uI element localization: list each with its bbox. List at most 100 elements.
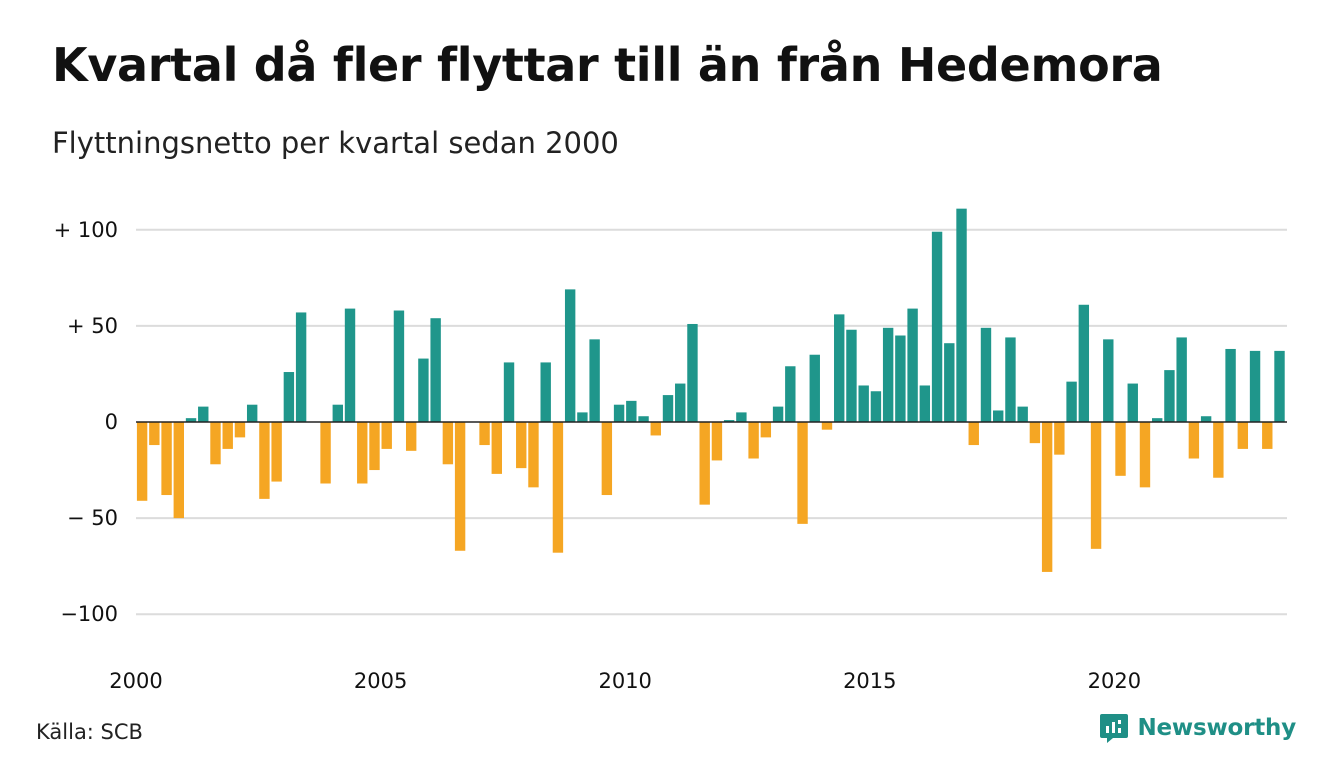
x-axis-ticks: 2000 2005 2010 2015 2020 bbox=[109, 669, 1141, 693]
bar bbox=[968, 422, 979, 446]
x-tick-label: 2005 bbox=[354, 669, 407, 693]
chart-title: Kvartal då fler flyttar till än från Hed… bbox=[52, 38, 1163, 92]
bar bbox=[895, 335, 906, 422]
bar bbox=[454, 422, 466, 551]
bar bbox=[1200, 416, 1212, 422]
bar bbox=[1066, 381, 1077, 422]
y-tick-label: −100 bbox=[60, 602, 118, 626]
bar bbox=[1029, 422, 1041, 444]
bar bbox=[834, 314, 845, 422]
bar bbox=[1103, 339, 1114, 422]
bar bbox=[173, 422, 184, 519]
bar bbox=[198, 406, 209, 422]
bar bbox=[626, 400, 637, 422]
bar bbox=[1054, 422, 1065, 455]
bar bbox=[993, 410, 1004, 422]
bar bbox=[846, 329, 857, 422]
bar bbox=[809, 354, 820, 422]
brand-name: Newsworthy bbox=[1137, 715, 1296, 741]
bar bbox=[931, 231, 943, 422]
bar bbox=[528, 422, 539, 488]
bar bbox=[320, 422, 331, 484]
bar bbox=[430, 318, 441, 422]
bar bbox=[564, 289, 576, 422]
bar bbox=[1090, 422, 1102, 549]
bar bbox=[589, 339, 600, 422]
bar bbox=[1127, 383, 1138, 422]
bar bbox=[344, 308, 356, 422]
bar bbox=[491, 422, 502, 474]
bar bbox=[369, 422, 380, 471]
bar bbox=[577, 412, 588, 422]
bar bbox=[1213, 422, 1224, 478]
bar bbox=[210, 422, 221, 465]
bar bbox=[136, 422, 148, 501]
bar bbox=[980, 327, 992, 422]
bar bbox=[797, 422, 808, 524]
bar bbox=[1176, 337, 1187, 422]
y-axis-ticks: + 100 + 50 0 − 50 −100 bbox=[54, 218, 118, 626]
y-tick-label: + 50 bbox=[67, 314, 118, 338]
y-tick-label: + 100 bbox=[54, 218, 118, 242]
bar bbox=[1139, 422, 1151, 488]
bar bbox=[149, 422, 160, 446]
bar bbox=[1164, 370, 1175, 422]
bar bbox=[956, 208, 967, 422]
bar bbox=[259, 422, 270, 499]
bar bbox=[1017, 406, 1028, 422]
newsworthy-logo-icon bbox=[1100, 714, 1129, 743]
bar bbox=[650, 422, 661, 436]
bar bbox=[760, 422, 772, 438]
bar bbox=[1005, 337, 1016, 422]
bar bbox=[234, 422, 246, 438]
bar bbox=[283, 372, 295, 422]
bar bbox=[357, 422, 368, 484]
bar bbox=[516, 422, 527, 469]
bar bbox=[944, 343, 955, 422]
bar bbox=[405, 422, 417, 451]
bar bbox=[1225, 348, 1236, 422]
x-tick-label: 2000 bbox=[109, 669, 162, 693]
bar bbox=[601, 422, 613, 496]
y-tick-label: 0 bbox=[105, 410, 118, 434]
bar bbox=[1041, 422, 1053, 572]
bar bbox=[1152, 418, 1163, 422]
bar bbox=[1249, 350, 1261, 422]
brand-logo: Newsworthy bbox=[1099, 712, 1296, 744]
bar bbox=[687, 323, 698, 422]
bar bbox=[1237, 422, 1249, 449]
bar bbox=[295, 312, 307, 422]
bars bbox=[136, 208, 1285, 572]
bar bbox=[1274, 350, 1285, 422]
bar bbox=[552, 422, 564, 553]
bar bbox=[540, 362, 551, 422]
bar bbox=[271, 422, 282, 482]
bar bbox=[723, 420, 735, 422]
bar bbox=[675, 383, 686, 422]
bar bbox=[638, 416, 649, 422]
bar bbox=[393, 310, 405, 422]
y-tick-label: − 50 bbox=[67, 506, 118, 530]
bar bbox=[442, 422, 454, 465]
bar bbox=[332, 404, 343, 422]
bar bbox=[1078, 304, 1090, 422]
x-tick-label: 2020 bbox=[1088, 669, 1141, 693]
bar bbox=[711, 422, 723, 461]
chart-subtitle: Flyttningsnetto per kvartal sedan 2000 bbox=[52, 126, 619, 160]
bar bbox=[503, 362, 515, 422]
bar bbox=[772, 406, 784, 422]
bar bbox=[870, 391, 882, 422]
bar bbox=[381, 422, 392, 449]
x-tick-label: 2010 bbox=[598, 669, 651, 693]
bar bbox=[821, 422, 833, 430]
source-note: Källa: SCB bbox=[36, 720, 143, 744]
bar bbox=[479, 422, 490, 446]
bar bbox=[662, 395, 674, 422]
x-tick-label: 2015 bbox=[843, 669, 896, 693]
bar bbox=[185, 418, 197, 422]
bar bbox=[1188, 422, 1200, 459]
bar bbox=[161, 422, 172, 496]
bar bbox=[785, 366, 796, 422]
bar bbox=[613, 404, 625, 422]
